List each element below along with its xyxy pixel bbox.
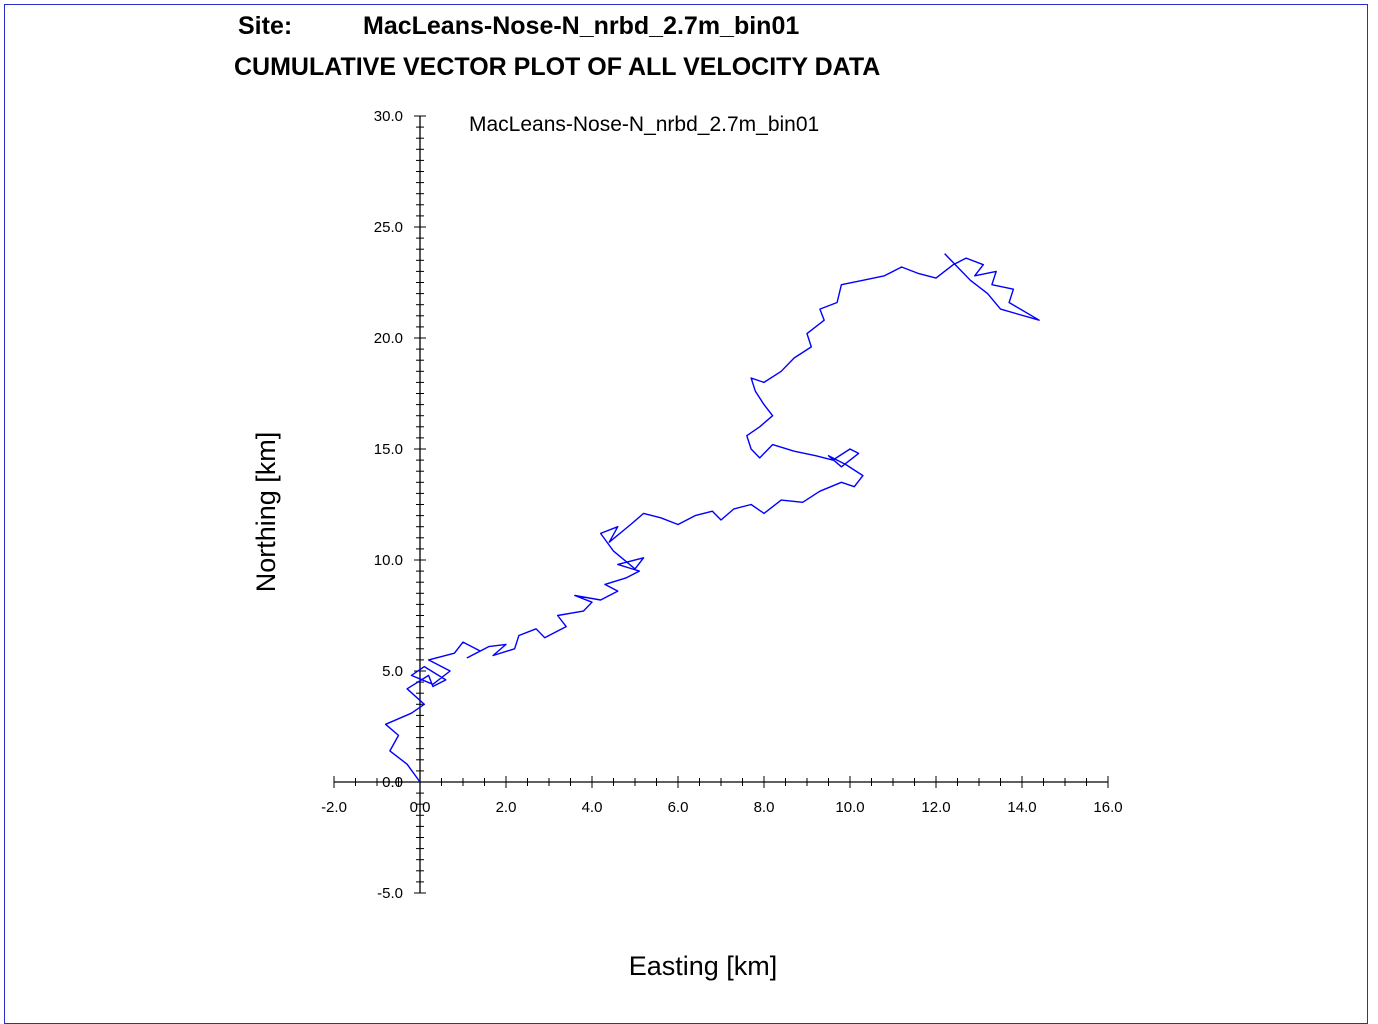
y-tick-label: 20.0 — [374, 330, 403, 347]
chart-inner-title: MacLeans-Nose-N_nrbd_2.7m_bin01 — [469, 113, 819, 136]
x-tick-label: 0.0 — [410, 799, 431, 816]
x-tick-label: 2.0 — [496, 799, 517, 816]
y-tick-label: 25.0 — [374, 219, 403, 236]
y-tick-label: -5.0 — [377, 885, 403, 902]
y-tick-label: 5.0 — [382, 663, 403, 680]
x-tick-label: 12.0 — [921, 799, 950, 816]
x-axis-title: Easting [km] — [629, 951, 778, 981]
x-tick-label: 16.0 — [1093, 799, 1122, 816]
x-tick-label: 4.0 — [582, 799, 603, 816]
x-tick-label: 8.0 — [754, 799, 775, 816]
y-axis: -5.00.05.010.015.020.025.030.0 — [374, 108, 426, 902]
trace-layer — [384, 253, 1040, 783]
x-axis: -2.0 0.0 2.0 4.0 6.0 8.0 10.0 12.0 14.0 16.0 — [321, 776, 1123, 816]
x-tick-label: 6.0 — [668, 799, 689, 816]
x-tick-label: -2.0 — [321, 799, 347, 816]
trace-line-0 — [384, 253, 1040, 783]
y-tick-label: 10.0 — [374, 552, 403, 569]
x-tick-label: 10.0 — [835, 799, 864, 816]
y-tick-label: 30.0 — [374, 108, 403, 125]
site-name: MacLeans-Nose-N_nrbd_2.7m_bin01 — [363, 12, 800, 40]
y-axis-title: Northing [km] — [251, 432, 281, 593]
site-label: Site: — [238, 12, 293, 40]
x-tick-label: 14.0 — [1007, 799, 1036, 816]
y-tick-label: 15.0 — [374, 441, 403, 458]
plot-title: CUMULATIVE VECTOR PLOT OF ALL VELOCITY D… — [234, 53, 881, 81]
